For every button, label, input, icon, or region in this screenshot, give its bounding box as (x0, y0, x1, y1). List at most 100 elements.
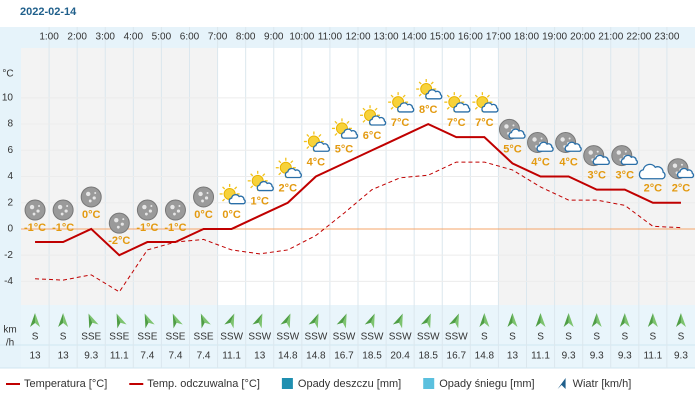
crater (672, 163, 678, 168)
wind-speed: 9.3 (590, 351, 604, 362)
temperature-label: -1°C (136, 222, 158, 234)
y-tick-label: 10 (2, 92, 14, 103)
wind-speed: 11.1 (531, 351, 550, 362)
wind-direction: S (509, 332, 516, 343)
sun-ray (458, 94, 462, 98)
crater (142, 204, 147, 210)
weather-icon (275, 157, 302, 179)
moon (52, 199, 74, 221)
temperature-label: 3°C (587, 170, 606, 182)
legend-label: Temperatura [°C] (24, 378, 107, 390)
temperature-label: -1°C (164, 222, 186, 234)
wind-direction: S (650, 332, 657, 343)
temperature-label: 4°C (531, 156, 550, 168)
wind-arrow (30, 313, 41, 327)
crater (92, 196, 96, 200)
wind-direction: SSE (194, 332, 214, 343)
temperature-label: 5°C (503, 143, 522, 155)
crater (624, 150, 627, 153)
hour-label: 12:00 (345, 32, 370, 43)
wind-arrow (535, 313, 546, 327)
cloud (340, 128, 359, 139)
crater (596, 150, 599, 153)
crater (36, 209, 40, 213)
sun-ray (446, 106, 450, 110)
crater (94, 191, 97, 194)
crater (29, 204, 35, 210)
hour-label: 23:00 (654, 32, 679, 43)
wind-arrow (591, 313, 602, 327)
wind-speed: 20.4 (390, 351, 410, 362)
arrow (314, 313, 319, 329)
crater (178, 205, 181, 208)
crater (114, 217, 119, 223)
temperature-label: 0°C (222, 209, 241, 221)
cloud (228, 194, 246, 205)
wind-direction: SSW (248, 332, 271, 343)
crater (532, 137, 537, 142)
cloud (453, 102, 471, 113)
moon (108, 212, 130, 234)
wind-arrow (619, 313, 630, 327)
arrow (680, 313, 686, 327)
wind-arrow (563, 313, 574, 327)
arrow-shade (675, 313, 681, 327)
arrow-shade (619, 313, 625, 327)
hour-label: 7:00 (208, 32, 228, 43)
wind-speed: 16.7 (334, 351, 354, 362)
cloud (676, 167, 695, 179)
crater (512, 124, 515, 127)
temperature-label: -1°C (52, 222, 74, 234)
wind-speed: 13 (58, 351, 70, 362)
temperature-label: 2°C (279, 183, 298, 195)
weather-icon (583, 145, 610, 167)
crater (32, 212, 36, 216)
weather-icon (24, 199, 46, 221)
arrow (596, 313, 602, 327)
y-unit: °C (2, 69, 13, 80)
temperature-label: 4°C (307, 156, 326, 168)
cloud (397, 102, 415, 113)
sun-ray (486, 94, 490, 98)
wind-direction: S (678, 332, 685, 343)
sun-ray (234, 186, 238, 190)
wind-direction: S (621, 332, 628, 343)
crater (198, 191, 203, 197)
weather-icon (388, 92, 415, 113)
arrow (484, 313, 490, 327)
weather-icon (444, 92, 471, 113)
weather-icon (360, 105, 387, 126)
moon (136, 199, 158, 221)
weather-icon (498, 118, 526, 140)
wind-direction: S (60, 332, 67, 343)
sun-ray (334, 132, 338, 136)
cloud (592, 154, 610, 166)
moon (80, 186, 102, 208)
temperature-label: 8°C (419, 104, 438, 116)
y-tick-label: -2 (4, 250, 13, 261)
weather-icon (80, 186, 102, 208)
temperature-label: 3°C (616, 170, 635, 182)
arrow (427, 313, 431, 329)
wind-speed: 14.8 (306, 351, 326, 362)
moon (193, 186, 215, 208)
arrow-shade (563, 313, 569, 327)
crater (560, 137, 565, 142)
wind-direction: S (565, 332, 572, 343)
hour-label: 18:00 (514, 32, 539, 43)
arrow-shade (30, 313, 36, 327)
hour-label: 17:00 (486, 32, 511, 43)
arrow (512, 313, 518, 327)
date-title: 2022-02-14 (20, 6, 77, 18)
moon (164, 199, 186, 221)
wind-speed: 11.1 (222, 351, 241, 362)
crater (170, 204, 175, 210)
hour-label: 5:00 (152, 32, 172, 43)
wind-speed: 18.5 (418, 351, 438, 362)
wind-speed: 7.4 (140, 351, 154, 362)
crater (616, 150, 621, 155)
weather-icon (611, 145, 638, 167)
hour-label: 6:00 (180, 32, 200, 43)
wind-speed: 9.3 (674, 351, 688, 362)
sun-ray (318, 133, 322, 138)
